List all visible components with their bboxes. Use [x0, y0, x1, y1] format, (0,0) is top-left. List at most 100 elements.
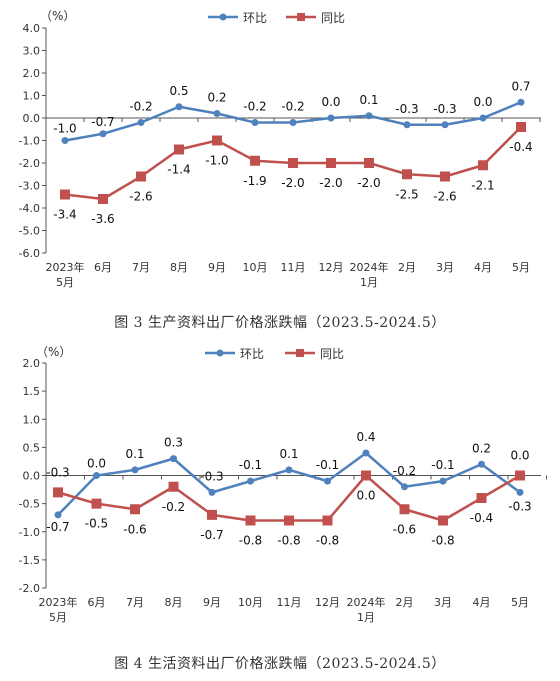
data-label: -1.0	[205, 154, 228, 168]
data-label: -3.6	[91, 212, 114, 226]
x-tick-label: 2024年 1月	[347, 595, 386, 624]
x-tick-label: 6月	[94, 261, 112, 274]
data-label: 0.1	[125, 447, 144, 461]
x-tick-label: 2023年 5月	[46, 260, 85, 289]
data-label: -0.2	[393, 464, 416, 478]
data-label: -0.4	[470, 511, 493, 525]
data-point	[403, 121, 411, 129]
legend-label: 环比	[240, 347, 264, 361]
data-point	[91, 498, 102, 509]
x-tick-label: 7月	[126, 596, 144, 609]
data-point	[402, 169, 412, 180]
data-label: -1.0	[53, 122, 76, 136]
data-point	[174, 144, 184, 155]
y-tick-label: -5.0	[19, 225, 40, 238]
chart-consumer-goods: （%） 环比 同比 2.0 1.5 1.0 0.5 0.0 -0.5 -1.0 -1.5 -2.0 20…	[0, 340, 560, 681]
data-label: -0.3	[508, 499, 531, 513]
data-point	[130, 504, 140, 515]
data-point	[327, 114, 335, 122]
data-label: -0.8	[316, 534, 339, 548]
data-point	[53, 487, 63, 498]
x-tick-label: 2024年 1月	[350, 260, 389, 289]
data-point	[516, 122, 526, 132]
data-label: 0.0	[87, 457, 106, 471]
data-label: 0.2	[207, 91, 226, 105]
data-label: -0.3	[46, 465, 69, 479]
data-label: 0.1	[359, 93, 378, 107]
y-tick-label: 0.0	[23, 112, 41, 125]
y-tick-label: -1.5	[19, 554, 40, 567]
data-label: -2.0	[357, 176, 380, 190]
data-label: 0.3	[164, 436, 183, 450]
data-point	[289, 119, 297, 126]
data-point	[364, 158, 374, 168]
data-label: -0.3	[433, 102, 456, 116]
data-point	[245, 515, 256, 526]
legend-marker-square	[296, 349, 304, 357]
series-line-yoy	[57, 474, 521, 522]
data-label: -0.1	[316, 458, 339, 472]
data-label: -0.1	[431, 458, 454, 472]
data-label: 0.4	[356, 430, 375, 444]
x-tick-label: 5月	[512, 261, 530, 274]
data-point	[440, 171, 450, 182]
data-point	[54, 511, 62, 519]
data-label: 0.5	[169, 84, 188, 98]
data-label: -2.0	[281, 176, 304, 190]
data-point	[60, 189, 70, 200]
x-tick-label: 2月	[396, 596, 414, 609]
x-tick-label: 12月	[319, 261, 344, 274]
data-point	[361, 470, 371, 481]
data-label: -0.2	[281, 100, 304, 114]
x-tick-label: 8月	[170, 261, 188, 274]
data-point	[207, 509, 217, 520]
data-point	[250, 155, 260, 166]
data-label: -0.7	[46, 520, 69, 534]
y-tick-label: -6.0	[19, 247, 40, 260]
chart-caption: 图 3 生产资料出厂价格涨跌幅（2023.5-2024.5）	[114, 315, 446, 331]
y-tick-label: 0.0	[23, 470, 41, 483]
data-point	[136, 171, 146, 182]
chart-caption: 图 4 生活资料出厂价格涨跌幅（2023.5-2024.5）	[114, 656, 446, 672]
data-point	[478, 160, 488, 171]
data-label: -0.1	[239, 458, 262, 472]
data-label: -0.6	[123, 522, 146, 536]
data-point	[438, 515, 448, 526]
data-label: -0.2	[243, 100, 266, 114]
data-point	[478, 460, 485, 468]
data-point	[208, 488, 216, 496]
data-point	[251, 119, 259, 126]
x-tick-label: 3月	[434, 596, 452, 609]
data-label: -0.7	[91, 115, 114, 129]
data-label: -2.5	[395, 187, 418, 201]
data-point	[98, 194, 108, 204]
y-tick-label: -2.0	[19, 582, 40, 595]
data-point	[439, 477, 447, 485]
data-point	[476, 493, 487, 503]
data-point	[99, 130, 107, 138]
data-point	[441, 121, 449, 129]
data-label: -0.2	[129, 100, 152, 114]
data-label: -0.5	[85, 517, 108, 531]
legend: 环比 同比	[205, 347, 344, 361]
data-point	[61, 137, 69, 144]
data-point	[170, 455, 177, 463]
y-tick-label: -3.0	[19, 180, 40, 193]
data-point	[479, 114, 487, 122]
y-axis-unit-label: （%）	[36, 345, 71, 359]
x-tick-label: 7月	[132, 261, 150, 274]
data-point	[322, 515, 333, 526]
legend-marker-circle	[219, 13, 227, 21]
data-label: -0.8	[277, 534, 300, 548]
chart-consumer-goods-svg: （%） 环比 同比2.01.51.00.50.0-0.5-1.0-1.5-2.020…	[19, 345, 547, 624]
x-tick-label: 11月	[281, 261, 306, 274]
data-label: -2.6	[129, 190, 152, 204]
y-tick-label: 1.0	[23, 413, 41, 426]
data-point	[362, 449, 370, 457]
chart-producer-goods-svg: （%） 环比 同比 4.0 3.0 2.0 1.0 0.0 -1.0 -2.0 -3.0 -4.0 -5…	[19, 9, 541, 289]
y-tick-label: 3.0	[23, 45, 41, 58]
data-label: -1.9	[243, 174, 266, 188]
x-tick-label: 9月	[208, 261, 226, 274]
legend-marker-circle	[216, 349, 224, 357]
data-point	[93, 472, 100, 479]
